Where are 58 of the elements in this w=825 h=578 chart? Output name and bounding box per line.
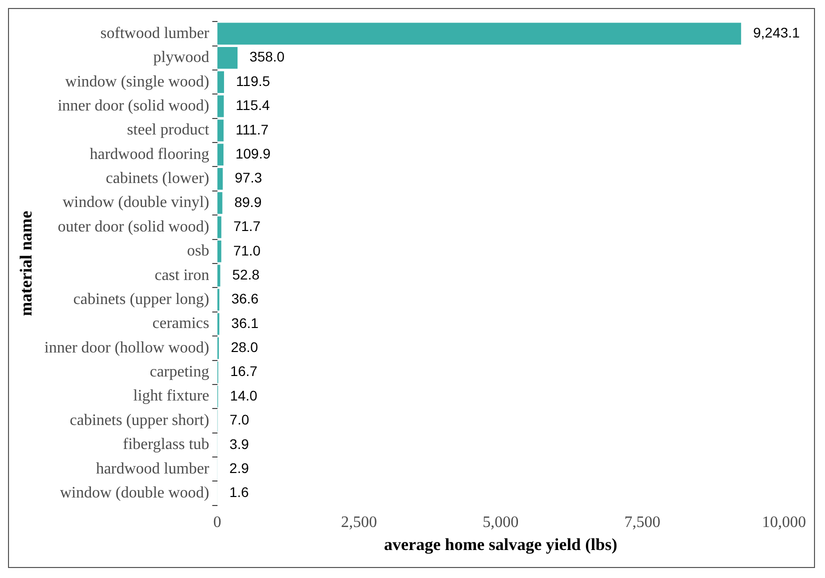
y-tick-label: cast iron bbox=[154, 266, 210, 284]
data-label: 97.3 bbox=[234, 170, 262, 186]
data-label: 14.0 bbox=[230, 387, 258, 404]
data-label: 111.7 bbox=[236, 121, 269, 138]
y-tick-label: hardwood lumber bbox=[96, 460, 210, 478]
y-tick-label: window (double wood) bbox=[60, 484, 210, 502]
y-tick-label: window (single wood) bbox=[65, 73, 210, 90]
y-tick-label: inner door (hollow wood) bbox=[44, 339, 210, 356]
data-label: 89.9 bbox=[234, 194, 262, 210]
bar bbox=[217, 192, 222, 214]
bar bbox=[217, 144, 224, 166]
y-tick-label: window (double vinyl) bbox=[62, 194, 210, 212]
y-tick-label: plywood bbox=[153, 49, 210, 66]
y-tick-label: softwood lumber bbox=[100, 24, 210, 42]
bar bbox=[217, 95, 224, 118]
bar bbox=[217, 22, 742, 45]
x-tick-label: 7,500 bbox=[624, 514, 660, 532]
data-label: 28.0 bbox=[230, 339, 258, 356]
y-tick-label: hardwood flooring bbox=[90, 146, 210, 163]
y-tick-label: cabinets (upper short) bbox=[70, 412, 210, 429]
y-tick-label: carpeting bbox=[150, 364, 210, 381]
data-label: 9,243.1 bbox=[753, 24, 800, 41]
data-label: 358.0 bbox=[250, 48, 285, 65]
bar bbox=[217, 240, 222, 262]
y-tick-label: osb bbox=[187, 242, 210, 260]
y-tick-label: light fixture bbox=[133, 388, 210, 405]
data-label: 71.7 bbox=[233, 218, 261, 234]
data-label: 7.0 bbox=[230, 412, 250, 428]
y-tick-label: cabinets (upper long) bbox=[73, 290, 210, 308]
y-tick-label: steel product bbox=[127, 122, 210, 139]
data-label: 109.9 bbox=[235, 146, 271, 162]
y-tick-label: inner door (solid wood) bbox=[58, 97, 210, 114]
x-tick-label: 10,000 bbox=[762, 514, 806, 532]
data-label: 115.4 bbox=[236, 97, 270, 114]
x-tick-label: 2,500 bbox=[340, 514, 377, 532]
data-label: 36.1 bbox=[231, 314, 259, 331]
data-label: 36.6 bbox=[231, 290, 259, 307]
y-tick-label: outer door (solid wood) bbox=[58, 218, 210, 236]
data-label: 119.5 bbox=[236, 72, 270, 89]
bar bbox=[217, 168, 223, 190]
data-label: 3.9 bbox=[229, 436, 250, 452]
data-label: 71.0 bbox=[233, 242, 261, 258]
y-tick-label: cabinets (lower) bbox=[106, 170, 210, 188]
y-tick-label: fiberglass tub bbox=[122, 436, 210, 454]
bar bbox=[217, 120, 224, 142]
x-tick-label: 0 bbox=[213, 514, 222, 532]
x-tick-label: 5,000 bbox=[482, 514, 519, 532]
bar bbox=[217, 47, 238, 69]
y-tick-label: ceramics bbox=[152, 315, 210, 332]
bar bbox=[217, 216, 222, 238]
data-label: 2.9 bbox=[229, 460, 250, 476]
bar bbox=[217, 264, 220, 286]
data-label: 16.7 bbox=[230, 363, 258, 380]
bar bbox=[217, 71, 224, 93]
data-label: 52.8 bbox=[232, 266, 260, 282]
x-axis-title: average home salvage yield (lbs) bbox=[384, 535, 618, 554]
y-axis-title: material name bbox=[16, 210, 36, 316]
data-label: 1.6 bbox=[229, 484, 250, 500]
